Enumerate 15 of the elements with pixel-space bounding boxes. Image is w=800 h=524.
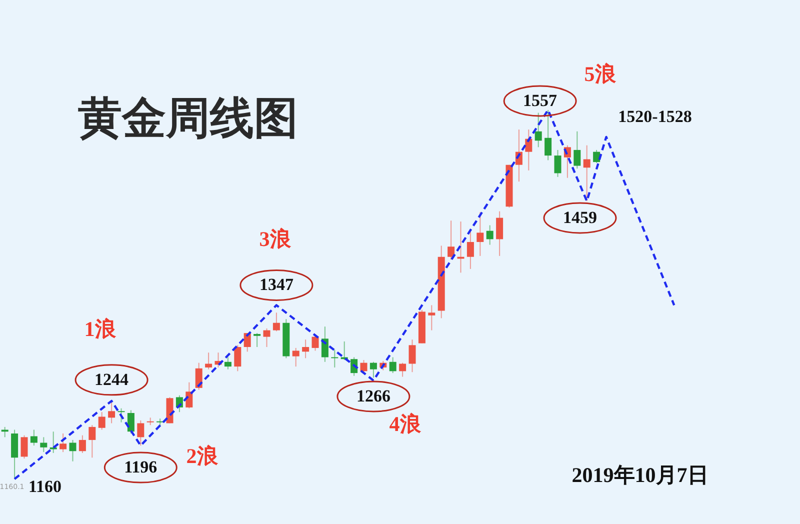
annotation: 2浪 (186, 444, 219, 468)
annotation: 1266 (356, 386, 390, 406)
annotation: 4浪 (389, 412, 422, 436)
annotation: 2019年10月7日 (572, 463, 708, 487)
annotation: 1244 (94, 370, 130, 389)
annotation: 1347 (259, 275, 294, 294)
annotation: 1459 (563, 208, 597, 227)
chart-title: 黄金周线图 (78, 93, 298, 144)
annotation: 1浪 (84, 317, 117, 341)
annotation: 1196 (124, 458, 158, 477)
text: 5浪 (584, 62, 617, 86)
annotation: 3浪 (259, 227, 292, 251)
annotation: 1520-1528 (618, 107, 692, 126)
annotation: 1160 (28, 477, 62, 496)
annotation: 1557 (523, 91, 558, 110)
